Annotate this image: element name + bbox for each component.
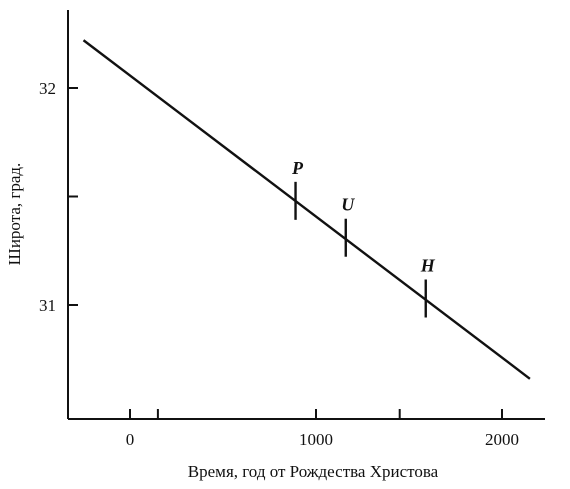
markers-layer: P U H [291, 158, 436, 318]
marker-label-u: U [341, 195, 355, 215]
marker-label-p: P [291, 158, 304, 178]
x-tick-label-1: 1000 [299, 430, 333, 449]
y-tick-label-0: 31 [39, 296, 56, 315]
x-axis-label: Время, год от Рождества Христова [188, 462, 439, 481]
x-ticks: 0 1000 2000 [126, 409, 519, 449]
y-axis-label: Широта, град. [5, 163, 24, 266]
axes [67, 10, 545, 420]
marker-label-h: H [420, 255, 436, 275]
y-ticks: 31 32 [39, 79, 78, 315]
y-tick-label-1: 32 [39, 79, 56, 98]
series-line-0 [82, 39, 531, 380]
series-layer [82, 39, 531, 380]
x-tick-label-0: 0 [126, 430, 135, 449]
x-tick-label-2: 2000 [485, 430, 519, 449]
